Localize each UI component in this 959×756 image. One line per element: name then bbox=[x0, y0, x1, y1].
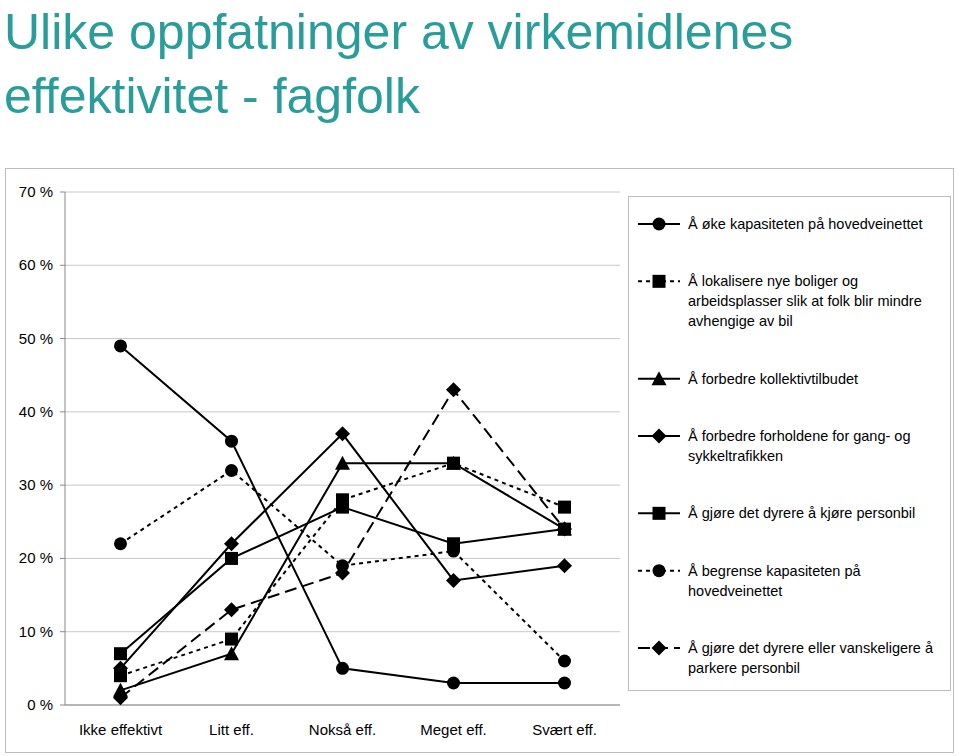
legend-line: Å forbedre forholdene for gang- og bbox=[688, 428, 910, 444]
y-tick-label: 50 % bbox=[19, 330, 53, 347]
legend-line: Å lokalisere nye boliger og bbox=[688, 273, 858, 289]
x-tick-label: Meget eff. bbox=[420, 721, 486, 738]
y-axis bbox=[65, 192, 66, 705]
point bbox=[557, 558, 572, 573]
point bbox=[224, 602, 239, 617]
tick-mark bbox=[60, 265, 65, 266]
point bbox=[114, 339, 127, 352]
series-line bbox=[121, 507, 565, 654]
point bbox=[446, 382, 461, 397]
series-line bbox=[121, 434, 565, 669]
legend-label: Å forbedre kollektivtilbudet bbox=[688, 371, 858, 387]
point bbox=[447, 545, 460, 558]
point bbox=[558, 523, 571, 536]
point bbox=[557, 522, 572, 536]
y-tick-label: 60 % bbox=[19, 256, 53, 273]
y-tick-label: 0 % bbox=[27, 696, 53, 713]
legend-line: Å gjøre det dyrere å kjøre personbil bbox=[688, 505, 915, 521]
tick-mark bbox=[60, 485, 65, 486]
series-line bbox=[121, 390, 565, 698]
point bbox=[336, 501, 349, 514]
y-tick-label: 10 % bbox=[19, 623, 53, 640]
point bbox=[335, 456, 350, 470]
series-line bbox=[121, 463, 565, 676]
legend-label: Å begrense kapasiteten på hovedveinettet bbox=[688, 563, 861, 599]
legend-line: hovedveinettet bbox=[688, 583, 782, 599]
point bbox=[447, 677, 460, 690]
tick-mark bbox=[60, 558, 65, 559]
y-tick-label: 20 % bbox=[19, 549, 53, 566]
plot-data bbox=[113, 339, 572, 705]
legend-label: Å gjøre det dyrere eller vanskeligere å p… bbox=[688, 640, 934, 676]
point bbox=[558, 655, 571, 668]
point bbox=[225, 435, 238, 448]
grid-line bbox=[65, 338, 620, 339]
x-tick-label: Nokså eff. bbox=[309, 721, 376, 738]
point bbox=[335, 426, 350, 441]
grid-line bbox=[65, 558, 620, 559]
x-axis bbox=[65, 705, 620, 706]
legend-box bbox=[629, 197, 951, 691]
legend-line: Å gjøre det dyrere eller vanskeligere å bbox=[688, 640, 934, 656]
grid-line bbox=[65, 411, 620, 412]
point bbox=[225, 464, 238, 477]
legend-label: Å øke kapasiteten på hovedveinettet bbox=[688, 216, 923, 232]
legend-line: avhengige av bil bbox=[688, 313, 793, 329]
point bbox=[446, 456, 461, 470]
legend-marker bbox=[652, 429, 667, 444]
legend-line: arbeidsplasser slik at folk blir mindre bbox=[688, 293, 922, 309]
tick-mark bbox=[60, 338, 65, 339]
point bbox=[558, 501, 571, 514]
legend-line: Å øke kapasiteten på hovedveinettet bbox=[688, 216, 923, 232]
grid-line bbox=[65, 631, 620, 632]
y-tick-label: 70 % bbox=[19, 183, 53, 200]
point bbox=[225, 552, 238, 565]
legend-label: Å lokalisere nye boliger og arbeidsplasse… bbox=[688, 273, 922, 329]
point bbox=[114, 537, 127, 550]
point bbox=[225, 633, 238, 646]
legend-line: parkere personbil bbox=[688, 660, 800, 676]
point bbox=[113, 690, 128, 705]
point bbox=[114, 647, 127, 660]
grid-line bbox=[65, 192, 620, 193]
legend-marker bbox=[653, 218, 666, 231]
title: Ulike oppfatninger av virkemidlenes effe… bbox=[4, 0, 954, 128]
point bbox=[557, 522, 572, 537]
tick-mark bbox=[60, 705, 65, 706]
x-tick-label: Ikke effektivt bbox=[79, 721, 163, 738]
legend-marker bbox=[653, 507, 666, 520]
chart-frame bbox=[6, 169, 954, 753]
legend-marker bbox=[652, 641, 667, 656]
chart: 0 % 10 % 20 % 30 % 40 % 50 % 60 % 70 % Ikke effe… bbox=[0, 0, 959, 756]
grid-line bbox=[65, 485, 620, 486]
point bbox=[335, 566, 350, 581]
y-tick-label: 30 % bbox=[19, 476, 53, 493]
legend-line: sykkeltrafikken bbox=[688, 448, 783, 464]
tick-mark bbox=[60, 411, 65, 412]
x-tick-label: Litt eff. bbox=[209, 721, 254, 738]
series-line bbox=[121, 463, 565, 690]
x-tick-label: Svært eff. bbox=[532, 721, 597, 738]
point bbox=[336, 662, 349, 675]
point bbox=[224, 646, 239, 660]
legend-label: Å gjøre det dyrere å kjøre personbil bbox=[688, 505, 915, 521]
point bbox=[113, 661, 128, 676]
grid-line bbox=[65, 705, 620, 706]
legend-marker bbox=[653, 564, 666, 577]
legend-marker bbox=[652, 371, 667, 385]
legend-marker bbox=[653, 275, 666, 288]
series-line bbox=[121, 470, 565, 661]
legend-line: Å forbedre kollektivtilbudet bbox=[688, 371, 858, 387]
legend-label: Å forbedre forholdene for gang- og sykkel… bbox=[688, 428, 910, 464]
tick-mark bbox=[60, 631, 65, 632]
point bbox=[446, 573, 461, 588]
tick-mark bbox=[60, 192, 65, 193]
point bbox=[558, 677, 571, 690]
y-tick-label: 40 % bbox=[19, 403, 53, 420]
legend-line: Å begrense kapasiteten på bbox=[688, 563, 861, 579]
grid-line bbox=[65, 265, 620, 266]
series-line bbox=[121, 346, 565, 683]
point bbox=[224, 536, 239, 551]
